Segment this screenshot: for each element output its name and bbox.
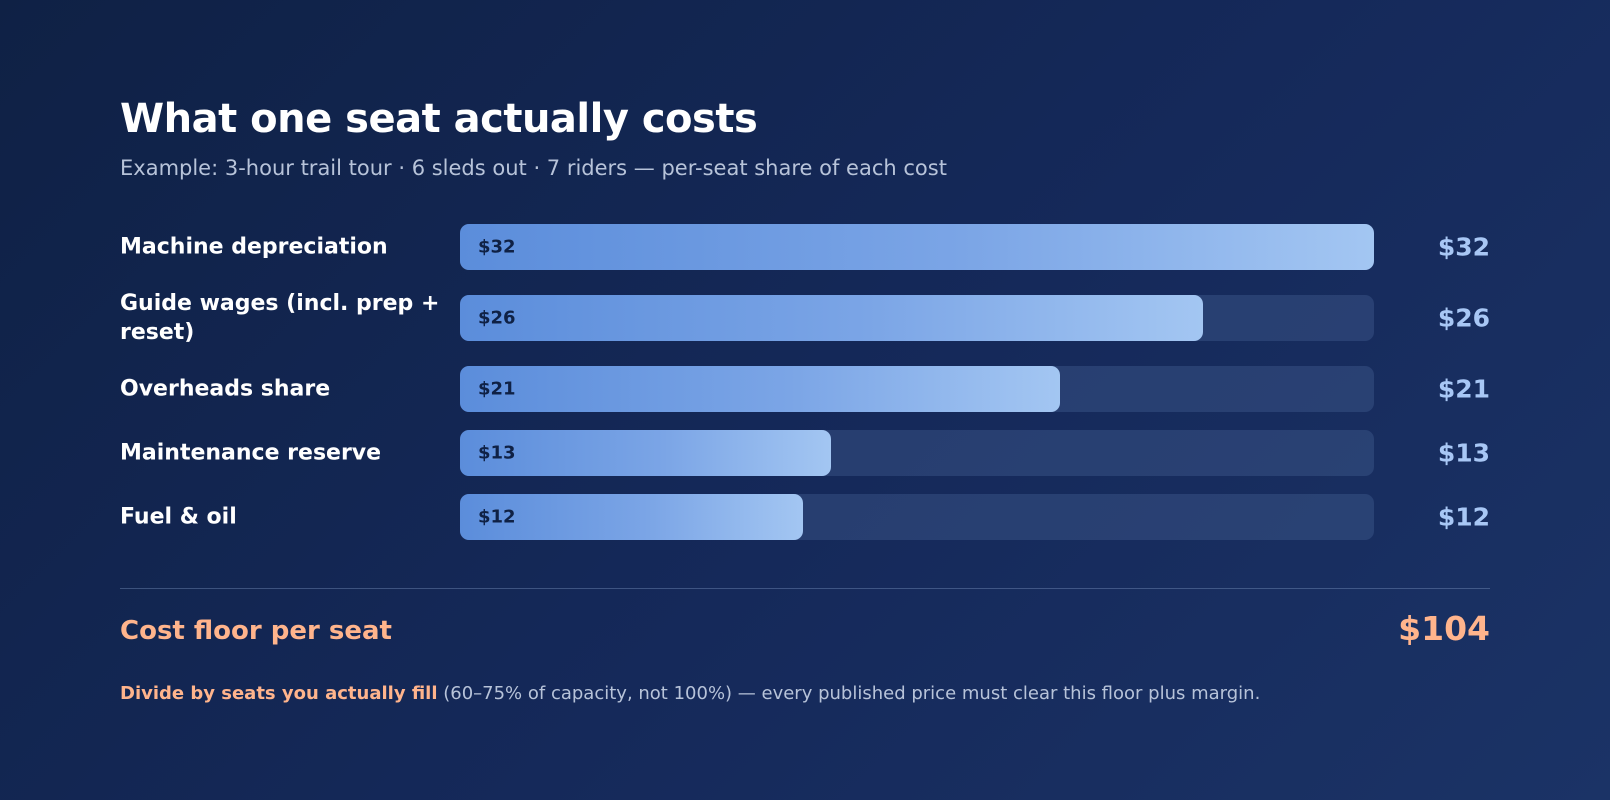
bar: $21 xyxy=(460,366,1060,412)
bar-value: $26 xyxy=(1437,303,1490,333)
footnote-emphasis: Divide by seats you actually fill xyxy=(120,683,438,704)
chart-card: What one seat actually costs Example: 3-… xyxy=(120,92,1490,704)
bar-track: $32 xyxy=(460,224,1374,270)
bar: $13 xyxy=(460,430,831,476)
total-label: Cost floor per seat xyxy=(120,616,392,646)
bar-row: Guide wages (incl. prep + reset) $26 $26 xyxy=(120,291,1490,345)
category-label: Overheads share xyxy=(120,376,331,402)
bar-data-label: $12 xyxy=(478,506,516,528)
bar: $26 xyxy=(460,295,1203,341)
bar-data-label: $26 xyxy=(478,307,516,329)
chart-subtitle: Example: 3-hour trail tour · 6 sleds out… xyxy=(120,156,947,180)
footnote-text: (60–75% of capacity, not 100%) — every p… xyxy=(437,683,1261,704)
bar-track: $26 xyxy=(460,295,1374,341)
bar-value: $32 xyxy=(1437,232,1490,262)
total-value: $104 xyxy=(1398,609,1490,648)
bar-data-label: $13 xyxy=(478,442,516,464)
bar-row: Fuel & oil $12 $12 xyxy=(120,494,1490,540)
bar-value: $12 xyxy=(1437,502,1490,532)
bar-data-label: $21 xyxy=(478,378,516,400)
bar-row: Overheads share $21 $21 xyxy=(120,366,1490,412)
bar: $12 xyxy=(460,494,803,540)
bar-track: $21 xyxy=(460,366,1374,412)
bar-track: $13 xyxy=(460,430,1374,476)
bar: $32 xyxy=(460,224,1374,270)
bar-track: $12 xyxy=(460,494,1374,540)
footnote: Divide by seats you actually fill (60–75… xyxy=(120,682,1260,706)
bar-row: Maintenance reserve $13 $13 xyxy=(120,430,1490,476)
bar-data-label: $32 xyxy=(478,236,516,258)
chart-title: What one seat actually costs xyxy=(120,96,758,142)
category-label: Fuel & oil xyxy=(120,504,237,530)
divider xyxy=(120,588,1490,589)
category-label: Maintenance reserve xyxy=(120,440,382,466)
category-label: Machine depreciation xyxy=(120,234,388,260)
category-label: Guide wages (incl. prep + reset) xyxy=(120,291,440,345)
bar-value: $13 xyxy=(1437,438,1490,468)
bar-value: $21 xyxy=(1437,374,1490,404)
bar-row: Machine depreciation $32 $32 xyxy=(120,224,1490,270)
